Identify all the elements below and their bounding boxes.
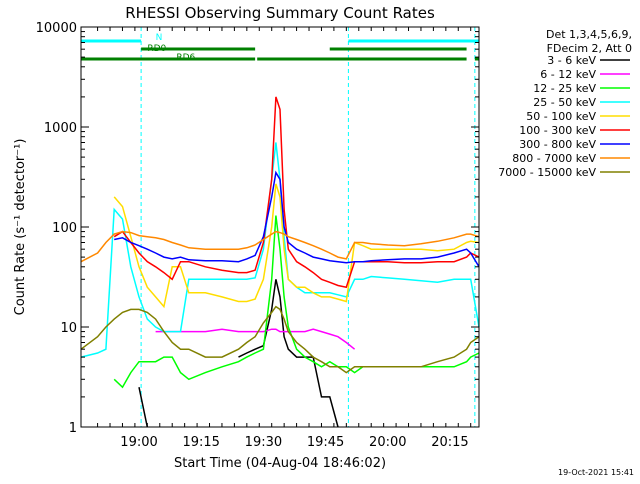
series-line: [113, 96, 480, 289]
timestamp-label: 19-Oct-2021 15:41: [558, 468, 634, 477]
y-axis-label: Count Rate (s⁻¹ detector⁻¹): [13, 139, 28, 316]
x-tick-label: 19:45: [307, 435, 344, 450]
legend-label: 12 - 25 keV: [533, 82, 596, 95]
x-tick-label: 19:30: [245, 435, 282, 450]
chart-title: RHESSI Observing Summary Count Rates: [125, 4, 435, 22]
legend-label: 300 - 800 keV: [519, 138, 596, 151]
x-axis: 19:00 19:15 19:30 19:45 20:00 20:15: [97, 27, 472, 450]
legend-label: 50 - 100 keV: [526, 110, 596, 123]
y-tick-label: 10: [60, 321, 77, 336]
x-tick-label: 19:15: [182, 435, 219, 450]
indicator-bar-label: N: [156, 33, 163, 43]
legend-label: 6 - 12 keV: [540, 68, 596, 81]
legend-label: 3 - 6 keV: [547, 54, 596, 67]
series-line: [155, 328, 356, 350]
y-tick-label: 1000: [44, 121, 77, 136]
legend-header-line: FDecim 2, Att 0: [547, 42, 632, 55]
x-tick-label: 19:00: [120, 435, 157, 450]
y-tick-label: 10000: [36, 21, 77, 36]
series-line: [138, 279, 339, 428]
legend-label: 800 - 7000 keV: [512, 152, 596, 165]
x-axis-label: Start Time (04-Aug-04 18:46:02): [174, 456, 386, 471]
indicator-bar-label: RD0: [147, 44, 166, 54]
series-line: [114, 170, 480, 268]
series-line: [113, 183, 480, 309]
legend-label: 25 - 50 keV: [533, 96, 596, 109]
x-tick-label: 20:15: [431, 435, 468, 450]
legend: Det 1,3,4,5,6,9,FDecim 2, Att 03 - 6 keV…: [498, 28, 632, 179]
y-tick-label: 1: [69, 421, 77, 436]
series-lines: [80, 96, 480, 428]
y-axis: 1 10 100 1000 10000: [36, 21, 479, 436]
indicator-bar-label: RD6: [176, 53, 195, 63]
x-tick-label: 20:00: [369, 435, 406, 450]
series-line: [80, 230, 480, 263]
legend-label: 7000 - 15000 keV: [498, 166, 596, 179]
y-tick-label: 100: [52, 221, 77, 236]
legend-label: 100 - 300 keV: [519, 124, 596, 137]
legend-header-line: Det 1,3,4,5,6,9,: [546, 28, 632, 41]
series-line: [80, 142, 480, 358]
series-line: [80, 305, 480, 374]
